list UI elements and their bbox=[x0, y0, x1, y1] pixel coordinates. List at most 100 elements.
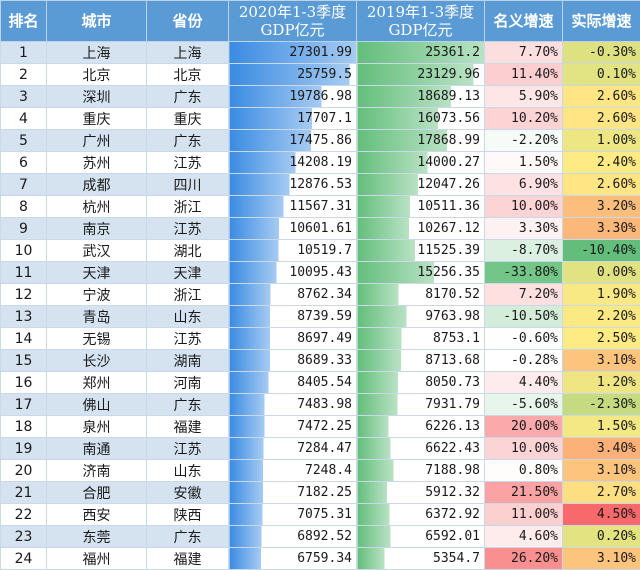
gdp-2020-cell: 8697.49 bbox=[229, 328, 357, 350]
gdp-2019-cell-value: 6592.01 bbox=[425, 529, 480, 544]
gdp-2020-cell: 7075.31 bbox=[229, 504, 357, 526]
gdp-2019-cell-value: 6622.43 bbox=[425, 441, 480, 456]
nominal-growth-cell: -8.70% bbox=[485, 240, 563, 262]
real-growth-cell: 3.10% bbox=[563, 350, 640, 372]
gdp-2019-cell: 6372.92 bbox=[357, 504, 485, 526]
real-growth-cell: 3.20% bbox=[563, 196, 640, 218]
gdp-2019-cell: 7931.79 bbox=[357, 394, 485, 416]
gdp-2020-cell-value: 14208.19 bbox=[289, 155, 352, 170]
gdp-2019-cell: 6226.13 bbox=[357, 416, 485, 438]
gdp-2019-cell: 17868.99 bbox=[357, 130, 485, 152]
gdp-2020-cell: 7284.47 bbox=[229, 438, 357, 460]
gdp-2019-cell: 8713.68 bbox=[357, 350, 485, 372]
header-rank[interactable]: 排名 bbox=[1, 1, 47, 42]
gdp-2020-cell-value: 8405.54 bbox=[297, 375, 352, 390]
gdp-2020-cell: 8405.54 bbox=[229, 372, 357, 394]
gdp-2019-cell-value: 8713.68 bbox=[425, 353, 480, 368]
province-cell: 江苏 bbox=[147, 218, 229, 240]
gdp-2019-cell-value: 5354.7 bbox=[433, 551, 480, 566]
rank-cell: 22 bbox=[1, 504, 47, 526]
province-cell: 广东 bbox=[147, 130, 229, 152]
gdp-2019-cell: 11525.39 bbox=[357, 240, 485, 262]
gdp-2020-cell-value: 10601.61 bbox=[289, 221, 352, 236]
nominal-growth-cell: 7.70% bbox=[485, 42, 563, 64]
city-cell: 深圳 bbox=[47, 86, 147, 108]
gdp-2020-cell: 14208.19 bbox=[229, 152, 357, 174]
gdp-2020-cell: 6759.34 bbox=[229, 548, 357, 570]
gdp-2020-cell: 7182.25 bbox=[229, 482, 357, 504]
nominal-growth-cell: -2.20% bbox=[485, 130, 563, 152]
header-real-growth[interactable]: 实际增速 bbox=[563, 1, 640, 42]
gdp-2020-cell: 27301.99 bbox=[229, 42, 357, 64]
city-cell: 重庆 bbox=[47, 108, 147, 130]
nominal-growth-cell: 5.90% bbox=[485, 86, 563, 108]
gdp-2019-cell-value: 15256.35 bbox=[417, 265, 480, 280]
city-cell: 无锡 bbox=[47, 328, 147, 350]
gdp-2019-cell-value: 6372.92 bbox=[425, 507, 480, 522]
city-cell: 佛山 bbox=[47, 394, 147, 416]
gdp-2020-cell-value: 6892.52 bbox=[297, 529, 352, 544]
nominal-growth-cell: 1.50% bbox=[485, 152, 563, 174]
gdp-2020-cell-value: 27301.99 bbox=[289, 45, 352, 60]
header-city[interactable]: 城市 bbox=[47, 1, 147, 42]
province-cell: 山东 bbox=[147, 460, 229, 482]
city-cell: 合肥 bbox=[47, 482, 147, 504]
rank-cell: 5 bbox=[1, 130, 47, 152]
gdp-2019-cell: 15256.35 bbox=[357, 262, 485, 284]
real-growth-cell: 2.60% bbox=[563, 108, 640, 130]
header-gdp-2020[interactable]: 2020年1-3季度 GDP亿元 bbox=[229, 1, 357, 42]
gdp-2019-cell: 6622.43 bbox=[357, 438, 485, 460]
gdp-2020-cell: 7483.98 bbox=[229, 394, 357, 416]
nominal-growth-cell: -10.50% bbox=[485, 306, 563, 328]
rank-cell: 15 bbox=[1, 350, 47, 372]
real-growth-cell: 4.50% bbox=[563, 504, 640, 526]
header-province[interactable]: 省份 bbox=[147, 1, 229, 42]
city-cell: 武汉 bbox=[47, 240, 147, 262]
header-gdp-2019[interactable]: 2019年1-3季度 GDP亿元 bbox=[357, 1, 485, 42]
rank-cell: 21 bbox=[1, 482, 47, 504]
real-growth-cell: -2.30% bbox=[563, 394, 640, 416]
gdp-2020-cell: 7472.25 bbox=[229, 416, 357, 438]
rank-cell: 9 bbox=[1, 218, 47, 240]
real-growth-cell: 1.00% bbox=[563, 130, 640, 152]
gdp-2020-cell: 10601.61 bbox=[229, 218, 357, 240]
real-growth-cell: 0.10% bbox=[563, 64, 640, 86]
nominal-growth-cell: 11.40% bbox=[485, 64, 563, 86]
real-growth-cell: 2.60% bbox=[563, 174, 640, 196]
province-cell: 北京 bbox=[147, 64, 229, 86]
city-cell: 青岛 bbox=[47, 306, 147, 328]
gdp-2020-cell-value: 11567.31 bbox=[289, 199, 352, 214]
rank-cell: 24 bbox=[1, 548, 47, 570]
gdp-2020-cell-value: 7284.47 bbox=[297, 441, 352, 456]
header-nominal-growth[interactable]: 名义增速 bbox=[485, 1, 563, 42]
real-growth-cell: 2.20% bbox=[563, 306, 640, 328]
city-cell: 东莞 bbox=[47, 526, 147, 548]
gdp-2020-cell: 7248.4 bbox=[229, 460, 357, 482]
real-growth-cell: 3.10% bbox=[563, 548, 640, 570]
